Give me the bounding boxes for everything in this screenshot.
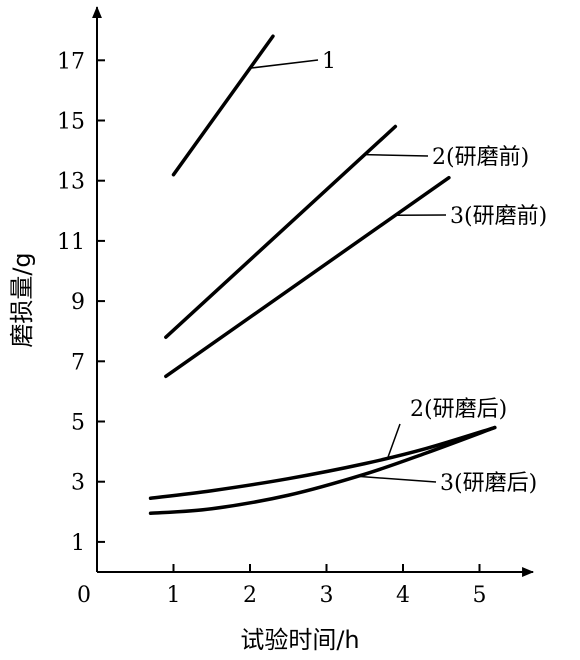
y-tick-label: 11 (57, 230, 85, 255)
series-line-2 (164, 124, 398, 339)
series-line-3 (164, 175, 451, 379)
series-label-4: 2(研磨后) (410, 397, 507, 422)
series-line-1 (171, 34, 275, 177)
x-tick-label: 5 (473, 583, 487, 608)
annotation-leader-1 (249, 59, 319, 69)
x-axis-label: 试验时间/h (240, 626, 359, 654)
y-tick-label: 3 (71, 471, 85, 496)
x-tick-label: 4 (396, 583, 410, 608)
y-axis-label: 磨损量/g (8, 252, 36, 347)
series-label-5: 3(研磨后) (440, 471, 537, 496)
series-line-5 (148, 425, 497, 516)
y-tick-label: 1 (71, 531, 85, 556)
y-tick-label: 9 (71, 290, 85, 315)
y-tick-label: 15 (57, 110, 85, 135)
y-tick-label: 5 (71, 411, 85, 436)
annotation-leader-5 (357, 475, 437, 483)
y-tick-label: 13 (57, 170, 85, 195)
series-label-3: 3(研磨前) (450, 204, 547, 229)
annotation-leader-4 (386, 423, 401, 459)
annotation-group: 1 2(研磨前) 3(研磨前) 2(研磨后) 3(研磨后) (249, 49, 547, 496)
series-line-4 (148, 425, 497, 501)
x-tick-label: 3 (320, 583, 334, 608)
y-tick-label: 17 (57, 49, 85, 74)
series-label-2: 2(研磨前) (432, 145, 529, 170)
x-tick-label: 2 (243, 583, 257, 608)
series-group (148, 34, 497, 516)
series-label-1: 1 (322, 49, 336, 74)
origin-label: 0 (77, 583, 91, 608)
x-tick-label: 1 (167, 583, 181, 608)
annotation-leader-2 (364, 153, 429, 157)
y-tick-label: 7 (71, 350, 85, 375)
